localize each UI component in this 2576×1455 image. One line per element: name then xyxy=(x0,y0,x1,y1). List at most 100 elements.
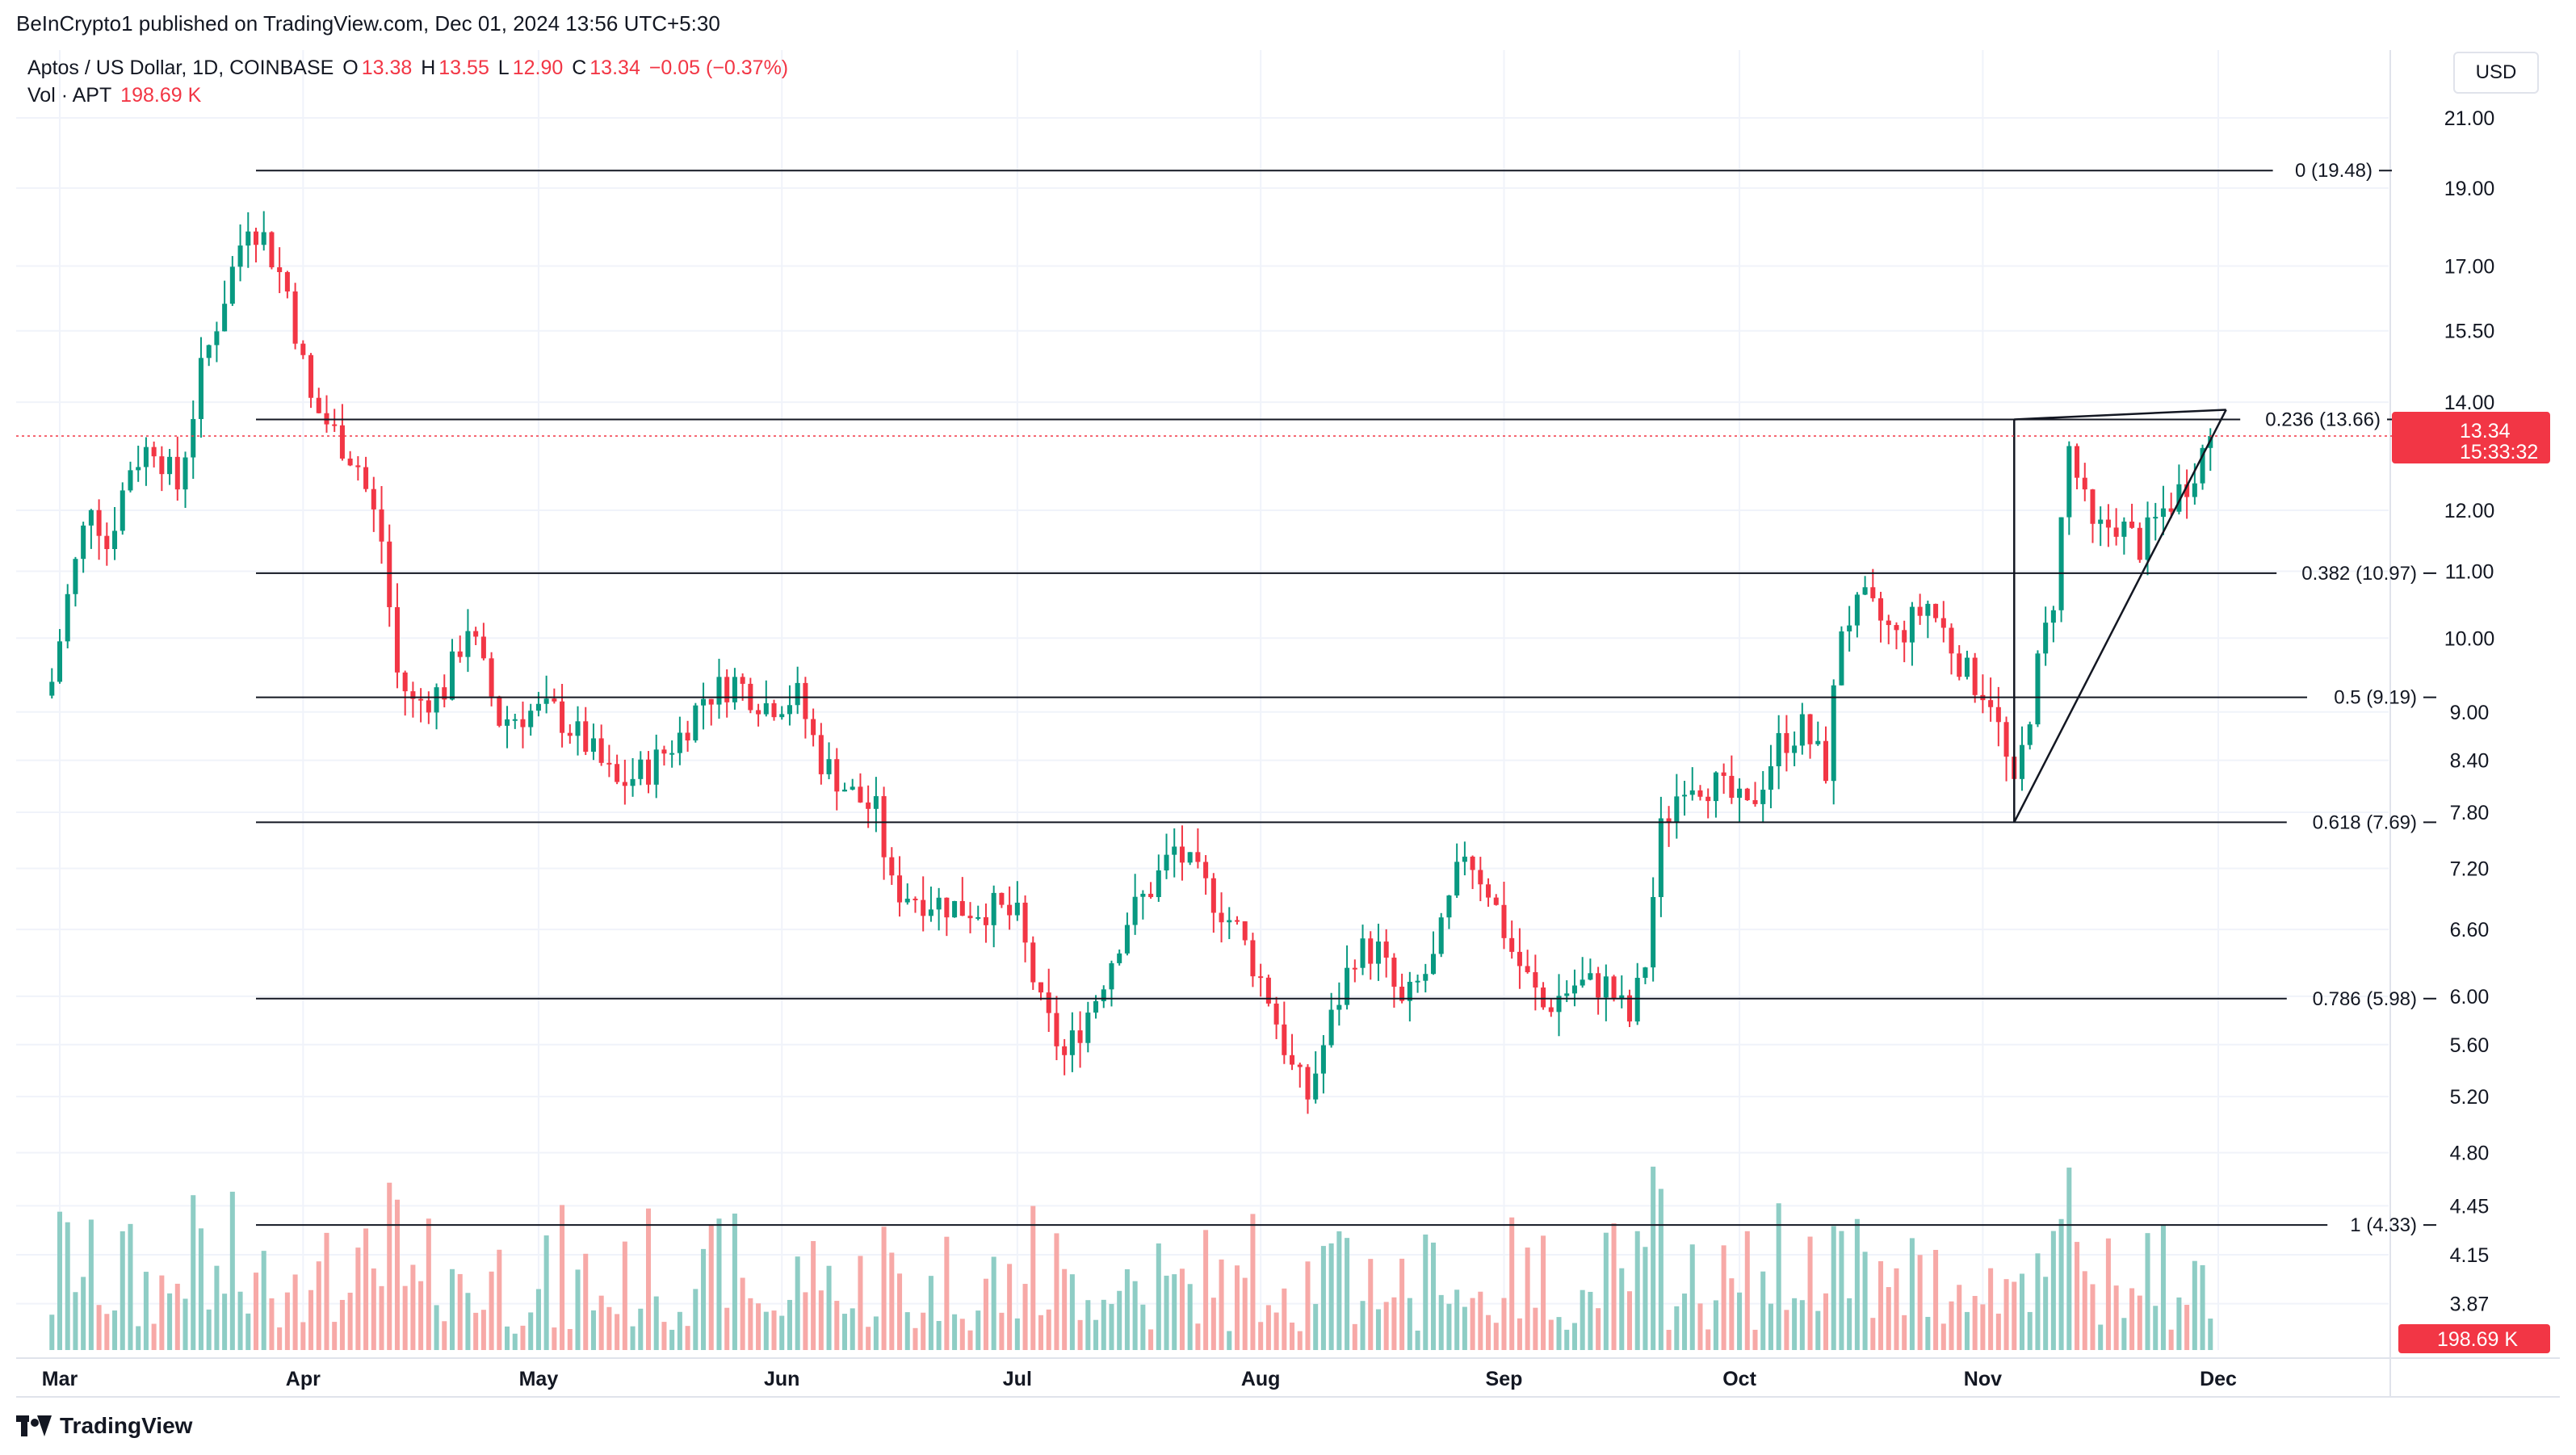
volume-bar xyxy=(355,1247,361,1350)
volume-bar xyxy=(1509,1217,1515,1350)
candle-body xyxy=(2090,489,2096,524)
volume-bar xyxy=(1486,1315,1491,1350)
candle-body xyxy=(191,418,196,458)
candle-body xyxy=(505,719,510,726)
symbol-name[interactable]: Aptos / US Dollar, 1D, COINBASE xyxy=(27,57,334,79)
volume-bar xyxy=(1823,1293,1829,1350)
volume-bar xyxy=(1697,1303,1703,1350)
candle-body xyxy=(1972,657,1978,695)
candle-body xyxy=(1148,893,1154,898)
candle-body xyxy=(787,705,792,715)
candle-body xyxy=(590,738,596,753)
candle-body xyxy=(2098,519,2104,524)
volume-bar xyxy=(716,1218,722,1350)
candle-body xyxy=(2145,517,2150,560)
volume-bar xyxy=(858,1256,863,1350)
candle-body xyxy=(638,759,644,779)
volume-bar xyxy=(583,1253,589,1350)
volume-bar xyxy=(1847,1298,1852,1350)
fib-retracement[interactable]: 0 (19.48) 0.236 (13.66) 0.382 (10.97) 0.5 (… xyxy=(256,160,2436,1236)
candle-body xyxy=(528,711,534,728)
candle-body xyxy=(1085,1013,1091,1043)
volume-bar xyxy=(645,1208,652,1350)
volume-bar xyxy=(1964,1311,1970,1350)
currency-button[interactable]: USD xyxy=(2453,52,2539,94)
volume-bar xyxy=(1580,1289,1585,1350)
volume-bar xyxy=(615,1314,620,1350)
fib-label: 0.5 (9.19) xyxy=(2334,687,2417,709)
volume-bar xyxy=(1375,1309,1381,1350)
candle-body xyxy=(136,467,141,471)
volume-bar xyxy=(143,1272,149,1350)
volume-bar xyxy=(1462,1306,1467,1350)
price-axis[interactable]: 21.00 19.00 17.00 15.50 14.00 12.00 11.00 10.00… xyxy=(2444,107,2495,1316)
volume-bar xyxy=(1541,1235,1546,1350)
candle-body xyxy=(1077,1030,1083,1043)
volume-bar xyxy=(560,1205,565,1350)
time-axis[interactable]: Mar Apr May Jun Jul Aug Sep Oct Nov Dec xyxy=(42,1368,2237,1390)
volume-bar xyxy=(2192,1260,2197,1350)
volume-bar xyxy=(2129,1288,2135,1350)
candle-body xyxy=(1164,854,1169,870)
candle-body xyxy=(1282,1024,1287,1055)
candle-body xyxy=(1290,1055,1295,1065)
volume-bar xyxy=(826,1265,832,1350)
volume-bar xyxy=(1062,1268,1068,1350)
candle-countdown: 15:33:32 xyxy=(2460,441,2538,463)
candle-body xyxy=(1839,631,1844,686)
price-tick-label: 19.00 xyxy=(2444,178,2495,200)
candle-body xyxy=(277,267,283,273)
candle-body xyxy=(2082,477,2087,490)
candle-body xyxy=(300,343,306,355)
candle-body xyxy=(1407,981,1412,1001)
candle-body xyxy=(1689,790,1695,795)
candle-body xyxy=(975,916,981,919)
fib-label: 1 (4.33) xyxy=(2350,1214,2417,1236)
volume-bar xyxy=(1014,1318,1020,1350)
candle-body xyxy=(771,702,777,718)
volume-bar xyxy=(347,1292,353,1350)
candle-body xyxy=(2113,527,2119,537)
volume-bar xyxy=(1179,1268,1185,1350)
volume-bar xyxy=(2200,1264,2205,1350)
tradingview-logo[interactable]: TradingView xyxy=(16,1413,192,1439)
candle-body xyxy=(1258,976,1264,979)
candle-body xyxy=(575,721,581,736)
volume-bar xyxy=(677,1311,682,1350)
candle-body xyxy=(1917,606,1923,616)
candle-body xyxy=(1140,893,1146,897)
volume-bar xyxy=(1290,1323,1295,1350)
wedge-bottom-line xyxy=(2013,409,2227,823)
candle-body xyxy=(724,677,730,702)
time-tick-label: Aug xyxy=(1241,1368,1281,1390)
volume-bar xyxy=(497,1249,502,1350)
volume-bar xyxy=(191,1195,196,1350)
volume-bar xyxy=(128,1223,133,1350)
time-tick-label: Oct xyxy=(1722,1368,1756,1390)
volume-bar xyxy=(1878,1260,1884,1350)
candle-body xyxy=(1564,993,1570,996)
volume-bar xyxy=(1713,1300,1718,1350)
candle-body xyxy=(2058,517,2064,610)
volume-bar xyxy=(1030,1206,1036,1350)
candle-body xyxy=(1430,954,1437,975)
volume-bar xyxy=(1273,1312,1279,1350)
volume-bar xyxy=(1478,1291,1483,1350)
candle-body xyxy=(1187,852,1193,863)
volume-bar xyxy=(1140,1304,1146,1350)
candle-body xyxy=(567,732,573,736)
volume-bar xyxy=(1219,1259,1224,1350)
volume-bar xyxy=(1132,1281,1138,1350)
candle-body xyxy=(1234,920,1240,922)
current-price-value: 13.34 xyxy=(2460,420,2511,442)
candle-body xyxy=(2129,521,2135,528)
volume-bar xyxy=(771,1310,777,1350)
volume-bar xyxy=(1784,1310,1789,1350)
candle-body xyxy=(1132,896,1138,925)
price-tick-label: 5.20 xyxy=(2450,1086,2490,1109)
rising-wedge-drawing[interactable] xyxy=(16,409,2392,823)
price-tick-label: 17.00 xyxy=(2444,255,2495,278)
volume-bar xyxy=(151,1323,157,1350)
